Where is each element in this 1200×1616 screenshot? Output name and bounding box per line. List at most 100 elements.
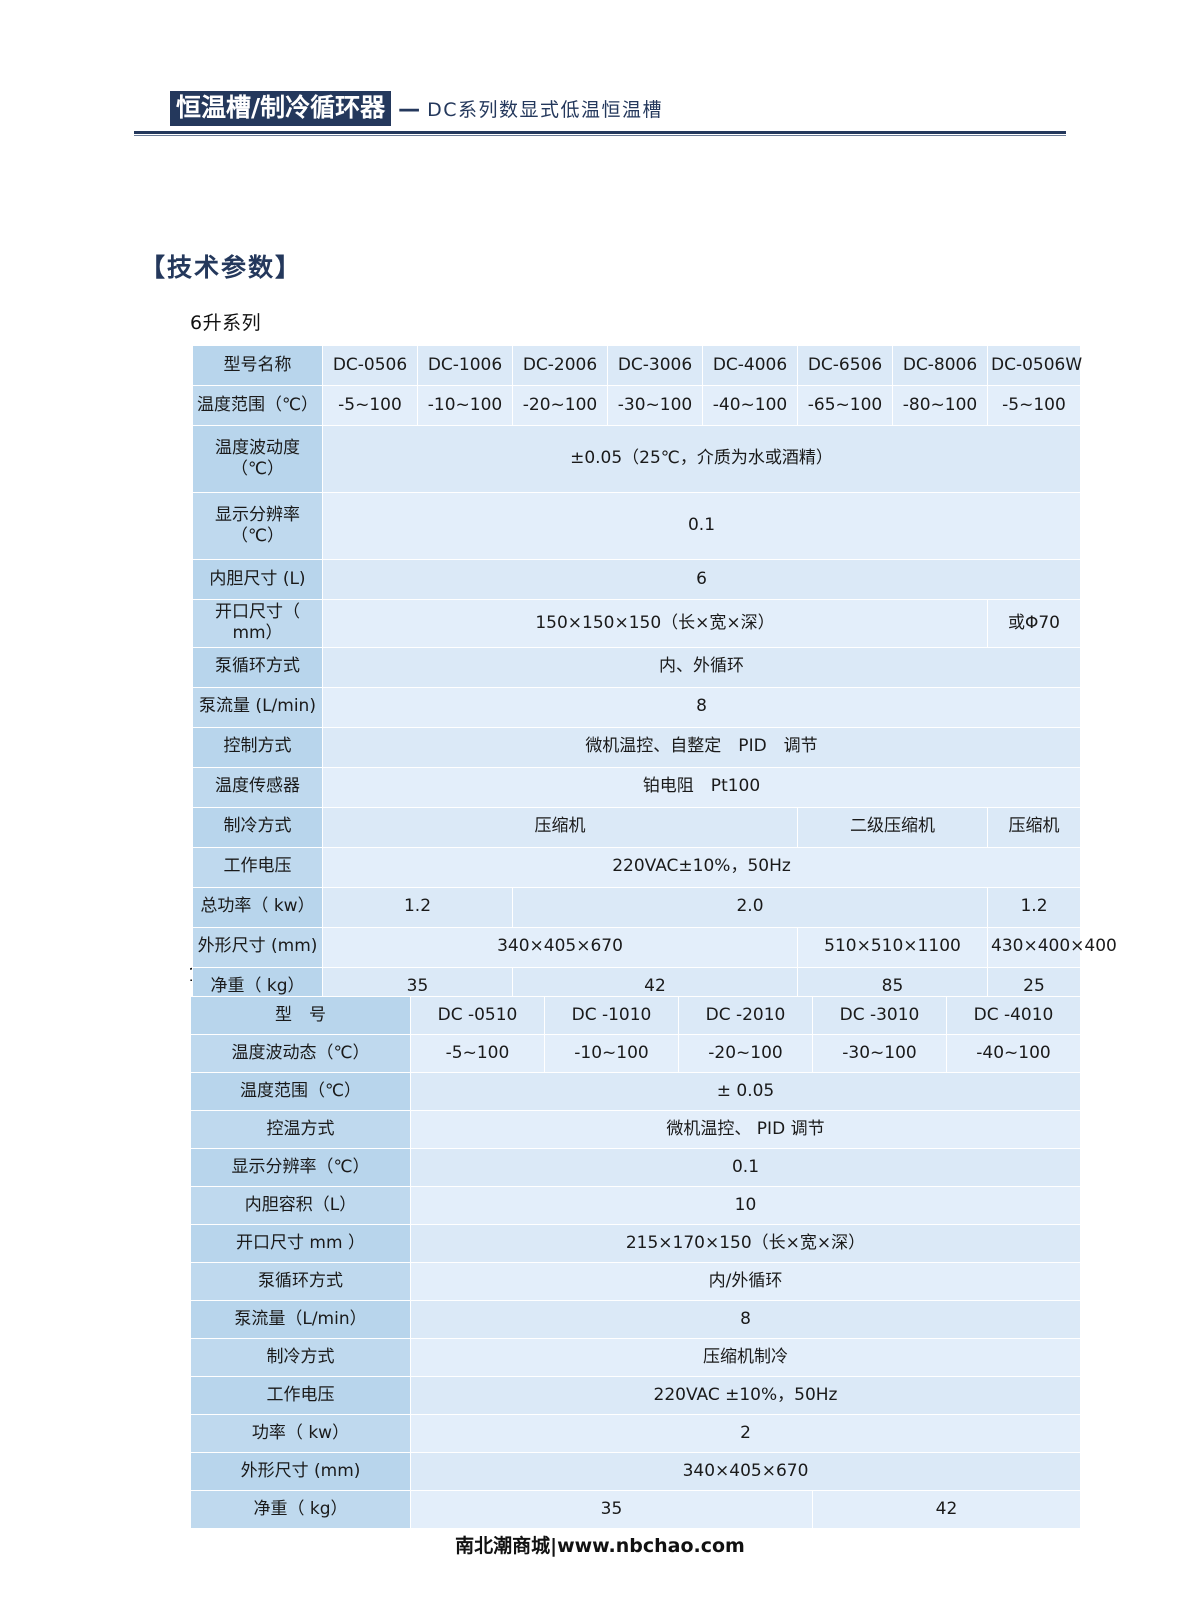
value-cell: 微机温控、自整定 PID 调节 — [322, 726, 1081, 768]
value-cell: 430×400×400 — [987, 926, 1117, 968]
row-label-cell: 泵流量 (L/min) — [192, 686, 323, 728]
row-label-cell: 开口尺寸（ mm） — [192, 599, 323, 648]
table-row: 控温方式 微机温控、 PID 调节 — [190, 1110, 1081, 1149]
value-cell: ± 0.05 — [410, 1072, 1081, 1111]
value-cell: 215×170×150（长×宽×深） — [410, 1224, 1081, 1263]
value-cell: 1.2 — [987, 886, 1081, 928]
value-cell: 35 — [410, 1490, 813, 1529]
row-label-cell: 内胆尺寸 (L) — [192, 559, 323, 600]
value-cell: DC -2010 — [678, 996, 813, 1035]
row-label-cell: 工作电压 — [190, 1376, 411, 1415]
row-label-cell: 控温方式 — [190, 1110, 411, 1149]
table-row: 泵流量（L/min） 8 — [190, 1300, 1081, 1339]
row-label-cell: 泵循环方式 — [190, 1262, 411, 1301]
value-cell: 微机温控、 PID 调节 — [410, 1110, 1081, 1149]
value-cell: -40~100 — [946, 1034, 1081, 1073]
table-row: 外形尺寸 (mm) 340×405×670 — [190, 1452, 1081, 1491]
table-row: 泵流量 (L/min) 8 — [192, 686, 1081, 728]
value-cell: -10~100 — [544, 1034, 679, 1073]
table-row: 总功率（ kw） 1.2 2.0 1.2 — [192, 886, 1081, 928]
value-cell: 8 — [410, 1300, 1081, 1339]
value-cell: 或Φ70 — [987, 599, 1081, 648]
value-cell: 510×510×1100 — [797, 926, 988, 968]
value-cell: DC-0506W — [987, 345, 1082, 386]
row-label-cell: 制冷方式 — [190, 1338, 411, 1377]
row-label-cell: 外形尺寸 (mm) — [190, 1452, 411, 1491]
spec-table-10l: 型 号 DC -0510 DC -1010 DC -2010 DC -3010 DC -4… — [190, 996, 1081, 1529]
table-row: 制冷方式 压缩机制冷 — [190, 1338, 1081, 1377]
value-cell: ±0.05（25℃，介质为水或酒精） — [322, 425, 1081, 493]
value-cell: DC-1006 — [417, 345, 513, 386]
table-row: 制冷方式 压缩机 二级压缩机 压缩机 — [192, 806, 1081, 848]
row-label-cell: 制冷方式 — [192, 806, 323, 848]
header-divider-thin — [134, 135, 1066, 136]
value-cell: 内/外循环 — [410, 1262, 1081, 1301]
table-row: 外形尺寸 (mm) 340×405×670 510×510×1100 430×400×… — [192, 926, 1117, 968]
value-cell: DC-2006 — [512, 345, 608, 386]
value-cell: DC -0510 — [410, 996, 545, 1035]
page-header: 恒温槽/制冷循环器 — DC系列数显式低温恒温槽 — [134, 86, 1066, 136]
spec-table-6l: 型号名称 DC-0506 DC-1006 DC-2006 DC-3006 DC-4006 D… — [192, 345, 1117, 1008]
row-label-cell: 功率（ kw） — [190, 1414, 411, 1453]
row-label-cell: 温度波动度 （℃） — [192, 425, 323, 493]
table-row: 温度波动态（℃） -5~100 -10~100 -20~100 -30~100 -40~1… — [190, 1034, 1081, 1073]
value-cell: 压缩机制冷 — [410, 1338, 1081, 1377]
value-cell: -20~100 — [678, 1034, 813, 1073]
value-cell: -10~100 — [417, 385, 513, 426]
table-row: 净重（ kg） 35 42 — [190, 1490, 1081, 1529]
value-cell: -5~100 — [410, 1034, 545, 1073]
row-label-cell: 总功率（ kw） — [192, 886, 323, 928]
value-cell: 压缩机 — [322, 806, 798, 848]
value-cell: -5~100 — [987, 385, 1081, 426]
header-row: 恒温槽/制冷循环器 — DC系列数显式低温恒温槽 — [134, 86, 1066, 126]
value-cell: -30~100 — [607, 385, 703, 426]
row-label-cell: 显示分辨率（℃） — [190, 1148, 411, 1187]
table-row: 控制方式 微机温控、自整定 PID 调节 — [192, 726, 1081, 768]
table-row: 型号名称 DC-0506 DC-1006 DC-2006 DC-3006 DC-4006 D… — [192, 345, 1082, 386]
value-cell: DC-3006 — [607, 345, 703, 386]
table-row: 显示分辨率（℃）0.1 — [190, 1148, 1081, 1187]
row-label-cell: 开口尺寸 mm ） — [190, 1224, 411, 1263]
row-label-cell: 温度传感器 — [192, 766, 323, 808]
table-row: 温度传感器 铂电阻 Pt100 — [192, 766, 1081, 808]
value-cell: DC-0506 — [322, 345, 418, 386]
value-cell: 1.2 — [322, 886, 513, 928]
table-row: 温度范围（℃） ± 0.05 — [190, 1072, 1081, 1111]
header-dash: — — [398, 97, 421, 122]
table-row: 显示分辨率（℃）0.1 — [192, 492, 1081, 560]
table-row: 温度范围（℃） -5~100 -10~100 -20~100 -30~100 -40~10… — [192, 385, 1081, 426]
value-cell: -20~100 — [512, 385, 608, 426]
series-6l-title: 6升系列 — [190, 312, 262, 334]
table-row: 工作电压 220VAC ±10%，50Hz — [190, 1376, 1081, 1415]
footer-watermark: 南北潮商城|www.nbchao.com — [455, 1535, 745, 1557]
value-cell: 340×405×670 — [322, 926, 798, 968]
row-label-cell: 外形尺寸 (mm) — [192, 926, 323, 968]
table-row: 工作电压 220VAC±10%，50Hz — [192, 846, 1081, 888]
value-cell: DC-4006 — [702, 345, 798, 386]
value-cell: DC-6506 — [797, 345, 893, 386]
row-label-cell: 型号名称 — [192, 345, 323, 386]
value-cell: 220VAC±10%，50Hz — [322, 846, 1081, 888]
page-title: 【技术参数】 — [140, 253, 303, 282]
header-subtitle: DC系列数显式低温恒温槽 — [427, 99, 664, 121]
table-row: 开口尺寸（ mm） 150×150×150（长×宽×深） 或Φ70 — [192, 599, 1081, 648]
table-row: 开口尺寸 mm ） 215×170×150（长×宽×深） — [190, 1224, 1081, 1263]
row-label-cell: 温度波动态（℃） — [190, 1034, 411, 1073]
row-label-cell: 工作电压 — [192, 846, 323, 888]
table-row: 泵循环方式 内/外循环 — [190, 1262, 1081, 1301]
value-cell: 压缩机 — [987, 806, 1081, 848]
value-cell: 2.0 — [512, 886, 988, 928]
row-label-cell: 型 号 — [190, 996, 411, 1035]
value-cell: 铂电阻 Pt100 — [322, 766, 1081, 808]
value-cell: -5~100 — [322, 385, 418, 426]
value-cell: 220VAC ±10%，50Hz — [410, 1376, 1081, 1415]
value-cell: -80~100 — [892, 385, 988, 426]
value-cell: 二级压缩机 — [797, 806, 988, 848]
value-cell: -30~100 — [812, 1034, 947, 1073]
value-cell: 150×150×150（长×宽×深） — [322, 599, 988, 648]
row-label-cell: 净重（ kg） — [190, 1490, 411, 1529]
row-label-cell: 温度范围（℃） — [192, 385, 323, 426]
row-label-cell: 内胆容积（L） — [190, 1186, 411, 1225]
table-row: 内胆尺寸 (L) 6 — [192, 559, 1081, 600]
value-cell: DC-8006 — [892, 345, 988, 386]
